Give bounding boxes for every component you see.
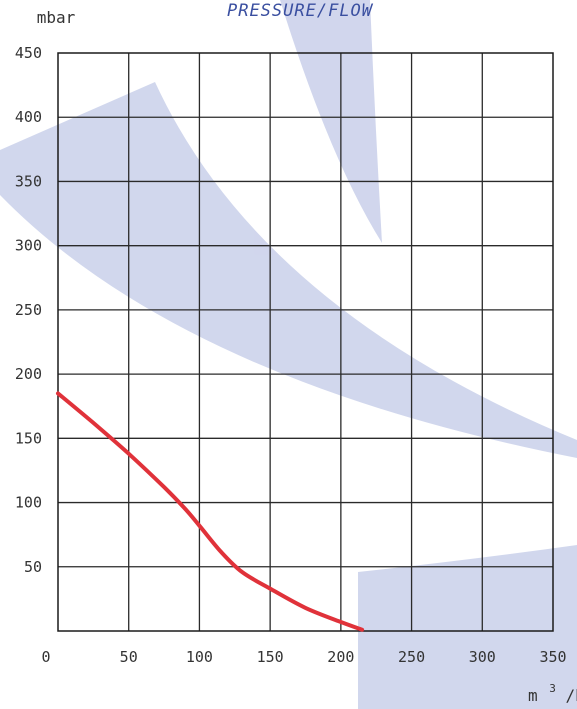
grid-lines [58, 53, 553, 631]
x-axis-label-base: m [528, 686, 538, 705]
x-tick-label: 100 [186, 648, 213, 666]
y-tick-label: 300 [15, 237, 42, 255]
y-tick-labels: 50 100 150 200 250 300 350 400 450 [15, 44, 42, 576]
x-tick-label: 350 [539, 648, 566, 666]
x-tick-label: 150 [257, 648, 284, 666]
y-tick-label: 350 [15, 172, 42, 190]
y-tick-label: 400 [15, 108, 42, 126]
x-tick-label: 200 [327, 648, 354, 666]
y-tick-label: 150 [15, 429, 42, 447]
y-tick-label: 50 [24, 558, 42, 576]
y-tick-label: 250 [15, 301, 42, 319]
chart-title: PRESSURE/FLOW [227, 1, 374, 21]
x-axis-label: m 3 /h [528, 677, 577, 705]
x-tick-label: 50 [120, 648, 138, 666]
x-axis-label-tail: /h [566, 686, 577, 705]
y-tick-label: 200 [15, 365, 42, 383]
x-axis-label-superscript: 3 [549, 682, 556, 695]
x-tick-label: 300 [469, 648, 496, 666]
series-line [56, 391, 365, 632]
y-tick-label: 100 [15, 494, 42, 512]
x-tick-label: 0 [41, 648, 50, 666]
plot-frame [57, 52, 554, 632]
y-axis-label: mbar [37, 8, 76, 27]
x-tick-label: 250 [398, 648, 425, 666]
x-tick-labels: 0 50 100 150 200 250 300 350 [41, 648, 566, 666]
y-tick-label: 450 [15, 44, 42, 62]
